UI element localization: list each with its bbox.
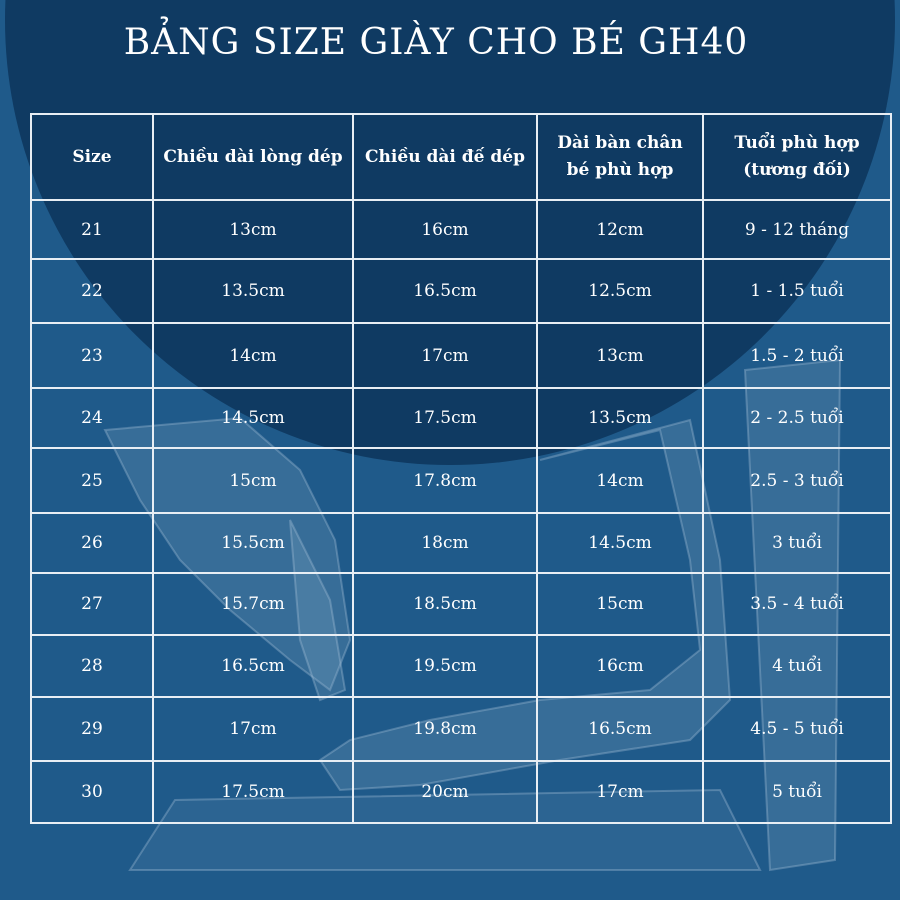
cell-insole-length: 15.7cm <box>152 572 354 636</box>
cell-age: 1.5 - 2 tuổi <box>702 322 892 389</box>
cell-size: 22 <box>30 258 154 324</box>
table-row: 25 15cm 17.8cm 14cm 2.5 - 3 tuổi <box>30 447 892 514</box>
cell-foot-length: 16cm <box>536 634 704 698</box>
table-row: 30 17.5cm 20cm 17cm 5 tuổi <box>30 760 892 824</box>
header-foot-length: Dài bàn chân bé phù hợp <box>536 113 704 201</box>
cell-insole-length: 15.5cm <box>152 512 354 574</box>
cell-foot-length: 15cm <box>536 572 704 636</box>
cell-foot-length: 13.5cm <box>536 387 704 449</box>
cell-sole-length: 20cm <box>352 760 538 824</box>
cell-insole-length: 15cm <box>152 447 354 514</box>
cell-insole-length: 16.5cm <box>152 634 354 698</box>
table-row: 29 17cm 19.8cm 16.5cm 4.5 - 5 tuổi <box>30 696 892 762</box>
cell-size: 30 <box>30 760 154 824</box>
cell-size: 28 <box>30 634 154 698</box>
cell-foot-length: 17cm <box>536 760 704 824</box>
cell-foot-length: 14cm <box>536 447 704 514</box>
cell-sole-length: 19.5cm <box>352 634 538 698</box>
cell-sole-length: 17.5cm <box>352 387 538 449</box>
table-row: 21 13cm 16cm 12cm 9 - 12 tháng <box>30 199 892 260</box>
cell-age: 3 tuổi <box>702 512 892 574</box>
table-row: 26 15.5cm 18cm 14.5cm 3 tuổi <box>30 512 892 574</box>
header-size: Size <box>30 113 154 201</box>
cell-sole-length: 17.8cm <box>352 447 538 514</box>
cell-sole-length: 18cm <box>352 512 538 574</box>
size-chart-table: Size Chiều dài lòng dép Chiều dài đế dép… <box>30 113 892 824</box>
header-age: Tuổi phù hợp (tương đối) <box>702 113 892 201</box>
cell-sole-length: 16.5cm <box>352 258 538 324</box>
cell-insole-length: 17.5cm <box>152 760 354 824</box>
table-row: 28 16.5cm 19.5cm 16cm 4 tuổi <box>30 634 892 698</box>
cell-sole-length: 16cm <box>352 199 538 260</box>
cell-insole-length: 17cm <box>152 696 354 762</box>
page-title: BẢNG SIZE GIÀY CHO BÉ GH40 <box>123 22 749 63</box>
table-header-row: Size Chiều dài lòng dép Chiều dài đế dép… <box>30 113 892 201</box>
cell-sole-length: 19.8cm <box>352 696 538 762</box>
cell-insole-length: 13.5cm <box>152 258 354 324</box>
cell-foot-length: 14.5cm <box>536 512 704 574</box>
header-sole-length: Chiều dài đế dép <box>352 113 538 201</box>
cell-age: 4 tuổi <box>702 634 892 698</box>
table-body: 21 13cm 16cm 12cm 9 - 12 tháng 22 13.5cm 16.5cm… <box>30 199 892 824</box>
cell-foot-length: 12.5cm <box>536 258 704 324</box>
cell-age: 3.5 - 4 tuổi <box>702 572 892 636</box>
cell-size: 24 <box>30 387 154 449</box>
cell-insole-length: 13cm <box>152 199 354 260</box>
cell-sole-length: 17cm <box>352 322 538 389</box>
cell-size: 26 <box>30 512 154 574</box>
cell-size: 23 <box>30 322 154 389</box>
cell-age: 4.5 - 5 tuổi <box>702 696 892 762</box>
cell-sole-length: 18.5cm <box>352 572 538 636</box>
table-row: 24 14.5cm 17.5cm 13.5cm 2 - 2.5 tuổi <box>30 387 892 449</box>
cell-age: 2 - 2.5 tuổi <box>702 387 892 449</box>
cell-size: 29 <box>30 696 154 762</box>
cell-foot-length: 16.5cm <box>536 696 704 762</box>
table-row: 23 14cm 17cm 13cm 1.5 - 2 tuổi <box>30 322 892 389</box>
cell-insole-length: 14cm <box>152 322 354 389</box>
cell-foot-length: 12cm <box>536 199 704 260</box>
cell-size: 25 <box>30 447 154 514</box>
table-row: 22 13.5cm 16.5cm 12.5cm 1 - 1.5 tuổi <box>30 258 892 324</box>
cell-size: 21 <box>30 199 154 260</box>
table-row: 27 15.7cm 18.5cm 15cm 3.5 - 4 tuổi <box>30 572 892 636</box>
cell-age: 9 - 12 tháng <box>702 199 892 260</box>
cell-age: 1 - 1.5 tuổi <box>702 258 892 324</box>
header-insole-length: Chiều dài lòng dép <box>152 113 354 201</box>
cell-age: 5 tuổi <box>702 760 892 824</box>
cell-foot-length: 13cm <box>536 322 704 389</box>
cell-age: 2.5 - 3 tuổi <box>702 447 892 514</box>
cell-insole-length: 14.5cm <box>152 387 354 449</box>
cell-size: 27 <box>30 572 154 636</box>
